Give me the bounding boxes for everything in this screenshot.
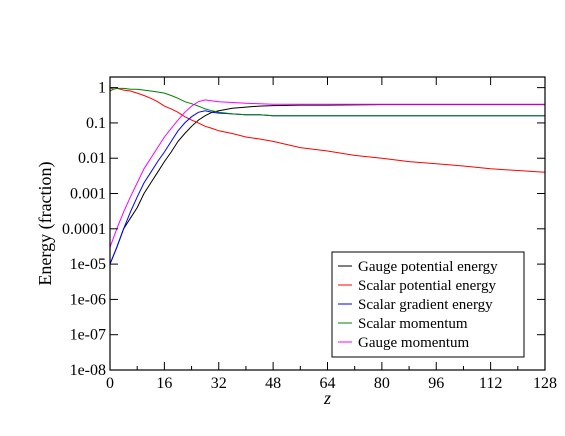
- y-tick-label-4: 0.0001: [62, 221, 106, 238]
- x-tick-label-3: 48: [265, 375, 281, 392]
- x-tick-label-7: 112: [479, 375, 502, 392]
- legend: Gauge potential energy Scalar potential e…: [331, 251, 525, 358]
- legend-label-4: Gauge momentum: [358, 335, 470, 351]
- y-tick-label-3: 1e-05: [70, 256, 106, 273]
- x-tick-label-0: 0: [106, 375, 114, 392]
- y-tick-label-0: 1e-08: [70, 362, 106, 379]
- x-axis-title: z: [323, 388, 331, 408]
- series-line-1: [110, 87, 545, 173]
- legend-label-2: Scalar gradient energy: [358, 297, 493, 313]
- series-line-2: [110, 110, 545, 265]
- y-tick-label-2: 1e-06: [70, 291, 106, 308]
- legend-label-1: Scalar potential energy: [358, 278, 497, 294]
- x-tick-label-4: 64: [320, 375, 336, 392]
- x-tick-label-8: 128: [533, 375, 557, 392]
- series-line-0: [110, 104, 545, 265]
- y-tick-label-6: 0.01: [78, 150, 106, 167]
- legend-label-0: Gauge potential energy: [358, 259, 498, 275]
- legend-label-3: Scalar momentum: [358, 316, 468, 332]
- legend-box: [331, 251, 525, 358]
- y-tick-label-8: 1: [98, 80, 106, 97]
- y-axis-title: Energy (fraction): [35, 161, 56, 285]
- x-tick-label-5: 80: [374, 375, 390, 392]
- y-tick-label-1: 1e-07: [70, 327, 106, 344]
- axes-layer: 0 16 32 48 64 80 96 112 128 1e-08 1e-07 1e-06 1e-05 0…: [35, 76, 557, 408]
- x-tick-label-1: 16: [156, 375, 172, 392]
- series-line-4: [110, 99, 545, 248]
- x-tick-label-2: 32: [211, 375, 227, 392]
- series-layer: [110, 87, 545, 265]
- series-line-3: [110, 87, 545, 117]
- y-tick-label-7: 0.1: [86, 115, 106, 132]
- x-tick-label-6: 96: [428, 375, 444, 392]
- y-tick-label-5: 0.001: [70, 186, 106, 203]
